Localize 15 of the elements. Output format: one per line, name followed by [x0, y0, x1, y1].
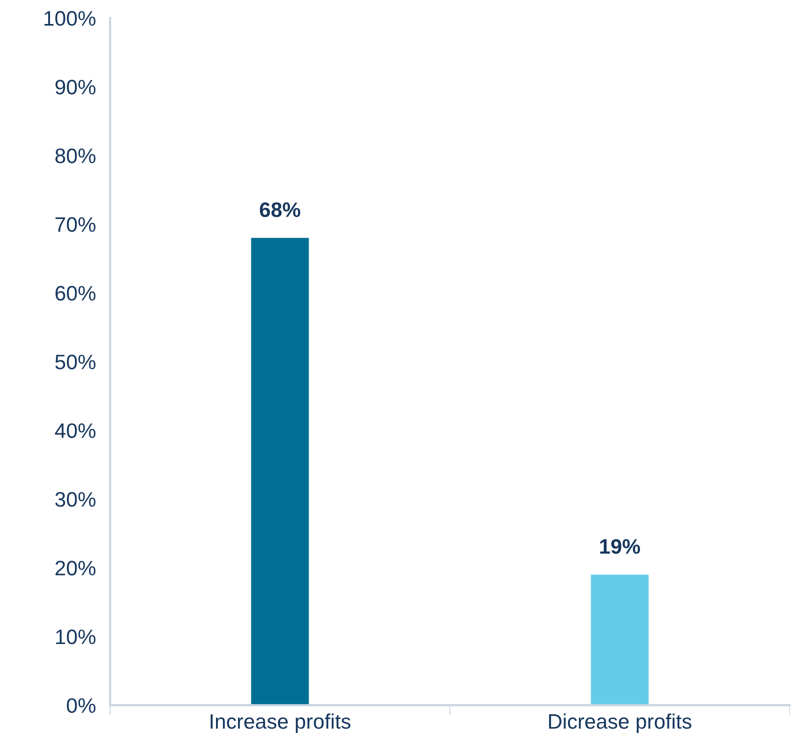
x-tick-label: Dicrease profits	[549, 714, 692, 733]
y-tick-label: 20%	[56, 560, 96, 576]
y-tick-label: 90%	[55, 80, 96, 94]
y-tick-label: 50%	[55, 354, 96, 370]
y-tick-label: 100%	[44, 11, 96, 26]
data-label: 19%	[600, 539, 640, 554]
data-label: 68%	[260, 202, 300, 218]
y-tick-label: 80%	[55, 148, 96, 164]
y-tick-label: 60%	[56, 286, 96, 301]
y-tick-label: 30%	[55, 492, 96, 507]
y-tick-label: 70%	[56, 217, 96, 232]
y-tick-label: 0%	[66, 698, 96, 713]
x-tick-label: Increase profits	[210, 714, 350, 733]
y-tick-label: 40%	[54, 423, 96, 438]
y-tick-label: 10%	[56, 629, 96, 644]
